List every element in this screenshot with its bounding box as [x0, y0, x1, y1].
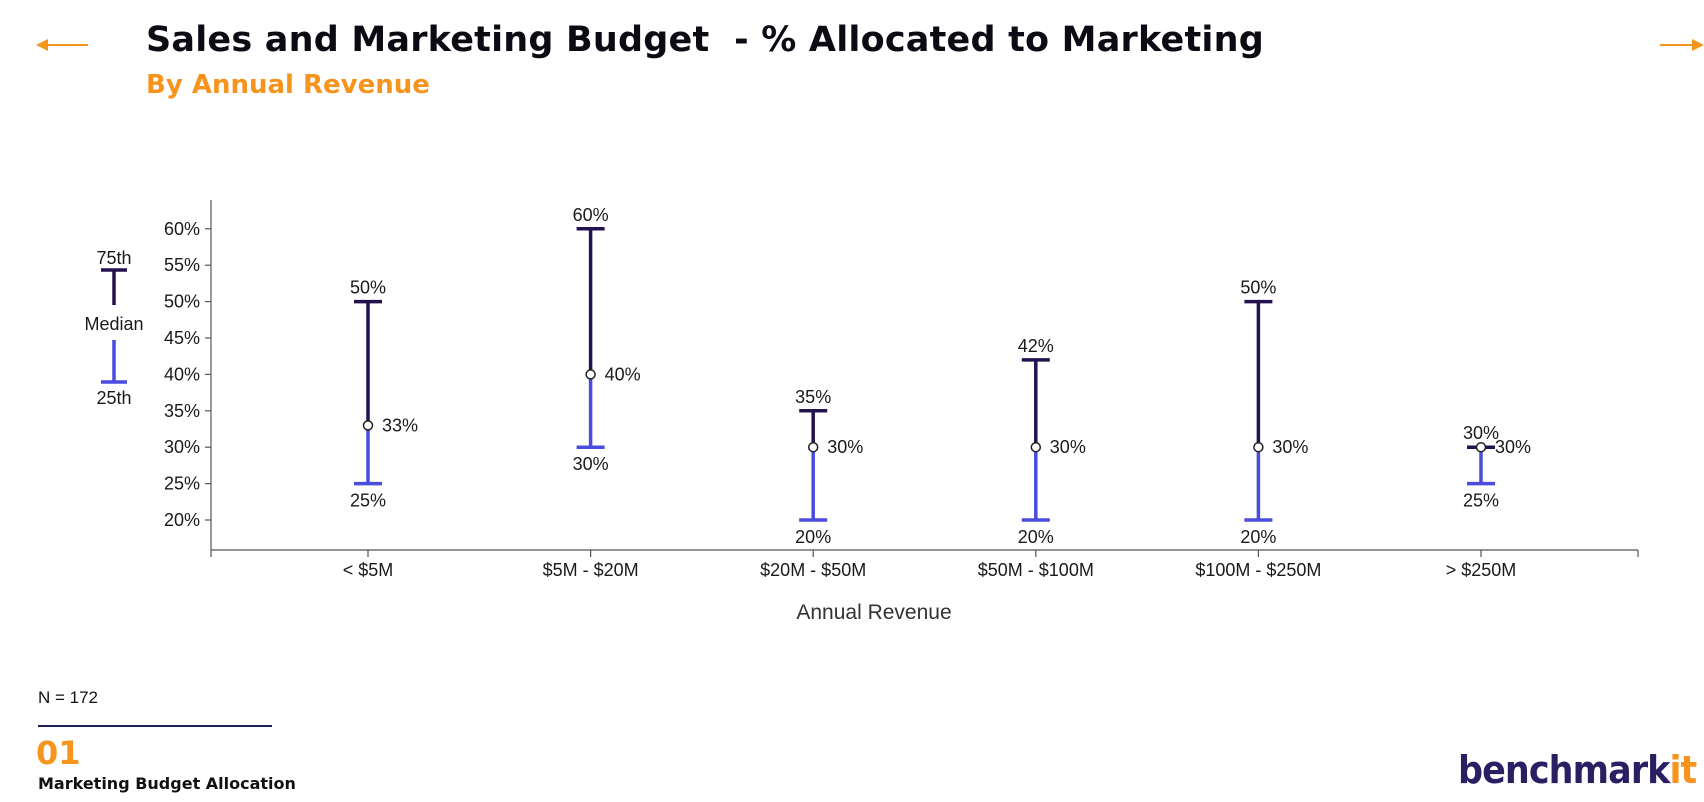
- page-subtitle: By Annual Revenue: [146, 70, 430, 100]
- x-tick-label: $100M - $250M: [1195, 560, 1321, 580]
- y-tick-label: 60%: [164, 219, 200, 239]
- p75-data-label: 60%: [573, 205, 609, 225]
- p25-data-label: 20%: [1240, 527, 1276, 547]
- x-tick-label: > $250M: [1446, 560, 1517, 580]
- chart-legend: 75th Median 25th: [84, 248, 143, 408]
- median-data-label: 33%: [382, 415, 418, 435]
- chart-axes: 20% 25% 30% 35% 40% 45% 50% 55% 60% < $5M $5M - $2…: [164, 200, 1639, 580]
- p75-data-label: 50%: [350, 278, 386, 298]
- p75-data-label: 42%: [1018, 336, 1054, 356]
- x-tick-label: $5M - $20M: [543, 560, 639, 580]
- median-point: [362, 420, 374, 431]
- section-name: Marketing Budget Allocation: [38, 774, 296, 793]
- x-axis-label: Annual Revenue: [796, 601, 951, 624]
- p25-data-label: 20%: [1018, 527, 1054, 547]
- p25-data-label: 30%: [573, 454, 609, 474]
- arrow-left-icon: [36, 39, 88, 51]
- median-data-label: 30%: [1272, 437, 1308, 457]
- median-data-label: 40%: [605, 364, 641, 384]
- x-tick-label: $20M - $50M: [760, 560, 866, 580]
- legend-median-label: Median: [84, 314, 143, 334]
- median-point: [1030, 441, 1042, 453]
- median-data-label: 30%: [827, 437, 863, 457]
- y-tick-label: 30%: [164, 437, 200, 457]
- section-number: 01: [36, 734, 81, 772]
- y-tick-label: 35%: [164, 401, 200, 421]
- p25-data-label: 20%: [795, 527, 831, 547]
- median-point: [1475, 441, 1487, 453]
- median-data-label: 30%: [1050, 437, 1086, 457]
- y-tick-label: 55%: [164, 255, 200, 275]
- p75-data-label: 35%: [795, 387, 831, 407]
- prev-slide-button[interactable]: [36, 38, 88, 57]
- legend-75th-label: 75th: [96, 248, 131, 268]
- range-chart: 75th Median 25th 20% 25% 30% 35% 40% 45% 50% 55% 6…: [84, 200, 1639, 624]
- legend-25th-label: 25th: [96, 388, 131, 408]
- p75-data-label: 30%: [1463, 423, 1499, 443]
- p25-data-label: 25%: [350, 491, 386, 511]
- median-point: [1253, 441, 1264, 453]
- median-point: [585, 369, 596, 380]
- y-tick-label: 20%: [164, 510, 200, 530]
- logo-text: benchmark: [1458, 748, 1670, 792]
- p25-data-label: 25%: [1463, 491, 1499, 511]
- arrow-right-icon: [1660, 39, 1704, 51]
- y-tick-label: 45%: [164, 328, 200, 348]
- footer-divider: [38, 725, 272, 727]
- median-point: [807, 441, 819, 453]
- y-tick-label: 40%: [164, 364, 200, 384]
- y-tick-label: 50%: [164, 292, 200, 312]
- x-tick-label: $50M - $100M: [978, 560, 1094, 580]
- next-slide-button[interactable]: [1660, 38, 1704, 57]
- x-tick-label: < $5M: [343, 560, 394, 580]
- chart-marks: 50% 25% 33% 60% 30% 40% 35% 20% 30% 42% 20% 30% 50% 2…: [350, 205, 1531, 547]
- sample-size: N = 172: [38, 688, 99, 707]
- median-data-label: 30%: [1495, 437, 1531, 457]
- page-title: Sales and Marketing Budget - % Allocated…: [146, 20, 1264, 60]
- y-tick-label: 25%: [164, 474, 200, 494]
- p75-data-label: 50%: [1240, 278, 1276, 298]
- benchmarkit-logo: benchmarkit: [1458, 748, 1697, 792]
- logo-text-accent: it: [1669, 748, 1697, 792]
